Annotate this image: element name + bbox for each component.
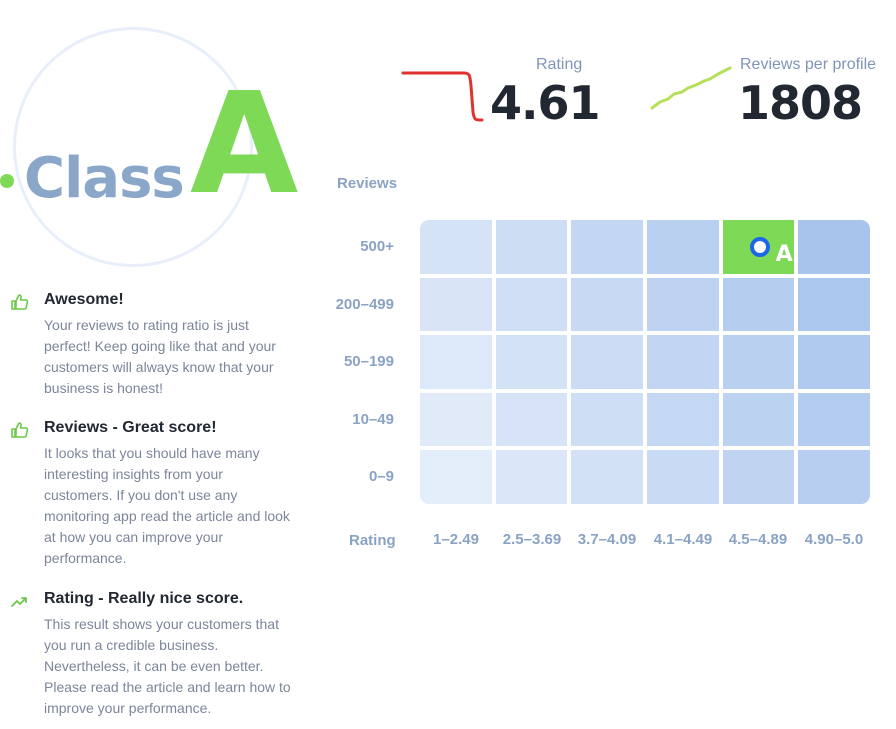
matrix-cell <box>571 277 643 332</box>
active-cell-grade: A <box>775 242 793 267</box>
column-label: 1–2.49 <box>433 531 479 548</box>
class-badge-dot <box>0 174 14 188</box>
feedback-text: This result shows your customers that yo… <box>44 616 291 716</box>
column-label: 3.7–4.09 <box>577 531 637 548</box>
rating-trend-sparkline <box>401 71 484 122</box>
reviews-per-profile-label: Reviews per profile <box>740 56 877 73</box>
matrix-cell <box>798 392 870 447</box>
column-label: 2.5–3.69 <box>502 531 562 548</box>
matrix-cell <box>495 220 568 274</box>
thumbs-up-icon <box>11 294 29 310</box>
matrix-cell <box>722 450 795 504</box>
row-label: 500+ <box>360 238 394 255</box>
column-label: 4.5–4.89 <box>728 531 788 548</box>
matrix-cell-active: A <box>722 220 795 274</box>
matrix-cell <box>798 220 870 274</box>
matrix-cell <box>420 450 492 504</box>
matrix-y-title: Reviews <box>337 175 398 192</box>
class-grade: A <box>190 63 299 226</box>
matrix-cell <box>646 277 719 332</box>
class-label: Class <box>24 146 185 211</box>
matrix-cell <box>646 220 719 274</box>
feedback-title: Awesome! <box>44 291 124 308</box>
row-label: 200–499 <box>335 296 394 313</box>
reviews-trend-sparkline <box>650 66 732 110</box>
matrix-cell <box>722 335 795 389</box>
feedback-text: It looks that you should have many inter… <box>44 445 290 566</box>
matrix-cell <box>420 335 492 389</box>
position-marker-icon <box>749 237 770 257</box>
row-label: 0–9 <box>368 468 394 485</box>
feedback-text: Your reviews to rating ratio is just per… <box>44 317 276 396</box>
reviews-per-profile-value: 1808 <box>738 76 863 130</box>
matrix-cell <box>495 450 568 504</box>
matrix-cell <box>495 335 568 389</box>
matrix-cell <box>722 277 795 332</box>
matrix-cell <box>571 335 643 389</box>
feedback-title: Reviews - Great score! <box>44 419 217 436</box>
class-badge-ring <box>13 27 253 267</box>
rating-value: 4.61 <box>490 76 600 130</box>
matrix-cell <box>571 392 643 447</box>
matrix-cell <box>420 220 492 274</box>
matrix-cell <box>420 277 492 332</box>
row-label: 10–49 <box>352 411 394 428</box>
matrix-cell <box>420 392 492 447</box>
rating-label: Rating <box>536 56 583 73</box>
column-label: 4.1–4.49 <box>653 531 713 548</box>
matrix-cell <box>571 450 643 504</box>
matrix-cell <box>646 335 719 389</box>
column-label: 4.90–5.0 <box>804 531 864 548</box>
matrix-cell <box>495 392 568 447</box>
thumbs-up-icon <box>11 422 29 438</box>
matrix-cell <box>646 450 719 504</box>
matrix-x-title: Rating <box>349 532 396 549</box>
matrix-cell <box>798 277 870 332</box>
matrix-cell <box>722 392 795 447</box>
matrix-cell <box>646 392 719 447</box>
matrix-cell <box>798 335 870 389</box>
row-label: 50–199 <box>343 353 394 370</box>
trend-up-icon <box>11 597 27 607</box>
matrix-cell <box>495 277 568 332</box>
matrix-cell <box>571 220 643 274</box>
feedback-title: Rating - Really nice score. <box>44 590 244 607</box>
rating-reviews-matrix: A <box>420 220 870 504</box>
matrix-cell <box>798 450 870 504</box>
